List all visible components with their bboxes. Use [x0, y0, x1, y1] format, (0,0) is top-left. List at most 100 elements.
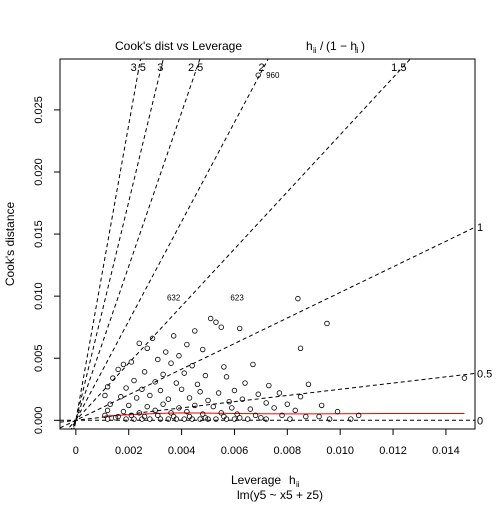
x-tick-label: 0.006	[221, 445, 249, 457]
data-point	[297, 394, 304, 400]
data-point	[136, 340, 142, 347]
data-point	[213, 319, 219, 325]
data-point	[305, 381, 312, 388]
data-point	[461, 375, 468, 381]
point-labels: 960 632 623	[167, 71, 280, 302]
data-point	[263, 416, 269, 422]
contour-label-1: 0.5	[477, 368, 492, 380]
data-point	[104, 416, 111, 422]
data-point	[139, 386, 145, 392]
data-point	[155, 356, 161, 363]
data-point	[189, 416, 195, 422]
data-point	[120, 408, 127, 415]
data-point	[326, 416, 333, 422]
data-point	[149, 335, 156, 342]
data-point	[181, 370, 187, 376]
x-axis: 0 0.002 0.004 0.006 0.008 0.010 0.012 0.014	[73, 428, 460, 457]
data-point	[226, 398, 232, 405]
data-point	[287, 416, 293, 422]
data-point	[205, 416, 211, 422]
point-label-623: 623	[230, 293, 244, 302]
y-tick-label: 0.020	[33, 158, 45, 186]
data-point	[104, 384, 111, 390]
x-tick-label: 0	[73, 445, 79, 457]
data-point	[141, 369, 148, 375]
data-point	[147, 392, 153, 399]
data-point	[355, 412, 362, 419]
data-point	[231, 416, 238, 422]
data-point	[210, 403, 217, 410]
data-point	[295, 295, 301, 302]
data-point	[128, 359, 135, 365]
data-point	[316, 413, 322, 420]
y-tick-label: 0.025	[33, 96, 45, 124]
x-tick-label: 0.014	[432, 445, 460, 457]
x-tick-label: 0.010	[326, 445, 354, 457]
data-point	[168, 360, 174, 366]
data-point	[131, 377, 137, 384]
data-point	[115, 366, 121, 373]
data-point	[258, 415, 264, 421]
title-sub-ii: ii	[313, 46, 317, 55]
data-point	[192, 402, 198, 409]
data-point	[231, 387, 238, 394]
contour-label-0: 0	[477, 415, 483, 427]
data-point	[252, 412, 259, 419]
point-label-960: 960	[266, 71, 280, 80]
contour-labels: 0 0.5 1 1.5 2 2.5 3 3.5	[131, 62, 493, 427]
data-point	[147, 416, 153, 422]
data-point	[202, 415, 209, 421]
smooth-trend-line	[104, 412, 465, 417]
data-point	[205, 397, 211, 404]
contour-line-7	[73, 59, 141, 429]
data-point	[244, 416, 251, 422]
data-point	[104, 407, 111, 414]
contour-label-2: 1	[477, 222, 483, 234]
plot-title: Cook's dist vs Leverage	[115, 39, 242, 53]
data-point	[152, 407, 158, 414]
data-point	[324, 320, 330, 327]
data-point	[192, 328, 198, 334]
model-caption: lm(y5 ~ x5 + z5)	[237, 488, 323, 502]
contour-line-2	[60, 226, 475, 429]
data-point	[176, 405, 182, 411]
contour-label-3: 1.5	[391, 62, 406, 74]
x-tick-label: 0.008	[274, 445, 302, 457]
data-point	[266, 382, 272, 389]
data-point	[155, 412, 161, 419]
data-point	[194, 381, 201, 388]
x-tick-label: 0.012	[379, 445, 407, 457]
title-paren-open: (1 − h	[326, 39, 357, 53]
data-point	[102, 392, 108, 399]
data-point	[215, 390, 222, 396]
data-point	[242, 380, 248, 386]
data-point	[234, 411, 240, 417]
data-point	[279, 412, 285, 419]
data-point	[131, 416, 137, 422]
data-point	[165, 396, 172, 402]
x-tick-label: 0.002	[115, 445, 143, 457]
data-point	[128, 412, 135, 419]
data-point	[202, 372, 209, 379]
data-point	[239, 396, 246, 402]
data-point	[189, 362, 195, 369]
data-point	[126, 402, 132, 409]
data-point	[255, 72, 261, 78]
contour-line-4	[70, 59, 269, 429]
data-point	[237, 415, 243, 421]
y-axis: 0.000 0.005 0.010 0.015 0.020 0.025	[33, 96, 61, 434]
data-point	[178, 386, 185, 392]
data-point	[218, 324, 224, 330]
data-point	[112, 415, 119, 421]
data-point	[157, 387, 164, 394]
data-point	[276, 390, 283, 396]
data-point	[160, 371, 166, 378]
data-point	[255, 391, 261, 397]
data-point	[186, 395, 193, 401]
contour-line-3	[67, 59, 411, 429]
data-point	[181, 416, 187, 422]
data-point	[144, 345, 150, 351]
contour-label-7: 3.5	[131, 62, 146, 74]
contour-label-6: 3	[157, 62, 163, 74]
